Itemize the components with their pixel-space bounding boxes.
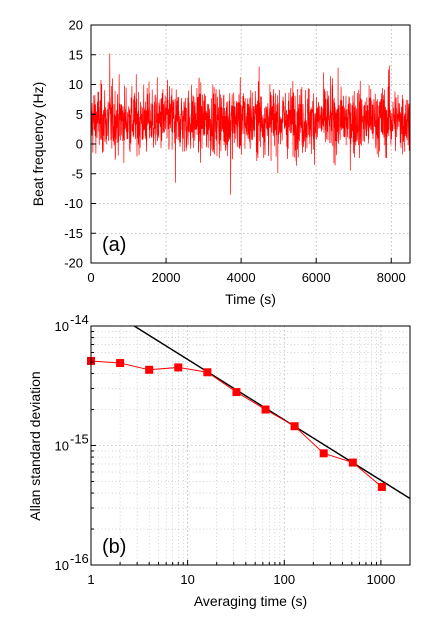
panel-b-ylabel: Allan standard deviation xyxy=(27,371,43,520)
x-tick-label: 2000 xyxy=(152,270,181,285)
y-tick-label: 20 xyxy=(69,18,83,33)
allan-deviation-point xyxy=(377,482,386,491)
x-tick-label: 6000 xyxy=(302,270,331,285)
fit-line xyxy=(133,325,411,500)
allan-deviation-line xyxy=(90,360,383,488)
allan-deviation-point xyxy=(290,422,299,431)
y-tick-label: -5 xyxy=(71,166,83,181)
y-tick-label: 15 xyxy=(69,47,83,62)
panel-b-series xyxy=(87,325,411,500)
panel-a-label: (a) xyxy=(102,234,126,256)
panel-b-grid xyxy=(91,326,410,565)
y-tick-label: 5 xyxy=(76,107,83,122)
panel-b-frame xyxy=(90,325,411,566)
x-tick-label: 1 xyxy=(87,572,94,587)
allan-deviation-point xyxy=(319,449,328,458)
panel-b-label: (b) xyxy=(102,536,126,558)
allan-deviation-point xyxy=(203,368,212,377)
panel-a-series xyxy=(90,53,411,195)
allan-deviation-point xyxy=(174,363,183,372)
x-tick-label: 8000 xyxy=(377,270,406,285)
y-tick-label: -15 xyxy=(64,226,83,241)
x-tick-label: 0 xyxy=(87,270,94,285)
panel-a: 0 2000 4000 6000 8000 -20 -15 -10 -5 0 5 10 15 20 (a)… xyxy=(30,18,411,307)
y-tick-label: -10 xyxy=(64,196,83,211)
x-tick-label: 100 xyxy=(273,572,295,587)
y-tick-label: 10 xyxy=(69,77,83,92)
panel-a-ticks: 0 2000 4000 6000 8000 -20 -15 -10 -5 0 5 10 15 20 xyxy=(64,18,405,286)
y-tick-exponent: -16 xyxy=(70,551,89,566)
y-tick-exponent: -15 xyxy=(70,432,89,447)
allan-deviation-point xyxy=(116,359,125,368)
allan-deviation-point xyxy=(261,405,270,414)
allan-deviation-point xyxy=(348,458,357,467)
beat-frequency-trace xyxy=(90,53,411,195)
y-tick-exponent: -14 xyxy=(70,312,89,327)
x-tick-label: 10 xyxy=(180,572,194,587)
y-tick-label: 10 xyxy=(55,319,69,334)
panel-a-xlabel: Time (s) xyxy=(225,291,276,307)
y-tick-label: -20 xyxy=(64,256,83,271)
x-tick-label: 1000 xyxy=(366,572,395,587)
allan-deviation-point xyxy=(232,388,241,397)
y-tick-label: 0 xyxy=(76,137,83,152)
allan-deviation-point xyxy=(145,365,154,374)
y-tick-label: 10 xyxy=(55,558,69,573)
y-tick-label: 10 xyxy=(55,439,69,454)
panel-a-ylabel: Beat frequency (Hz) xyxy=(30,82,46,207)
panel-b-xlabel: Averaging time (s) xyxy=(194,593,307,609)
x-tick-label: 4000 xyxy=(227,270,256,285)
